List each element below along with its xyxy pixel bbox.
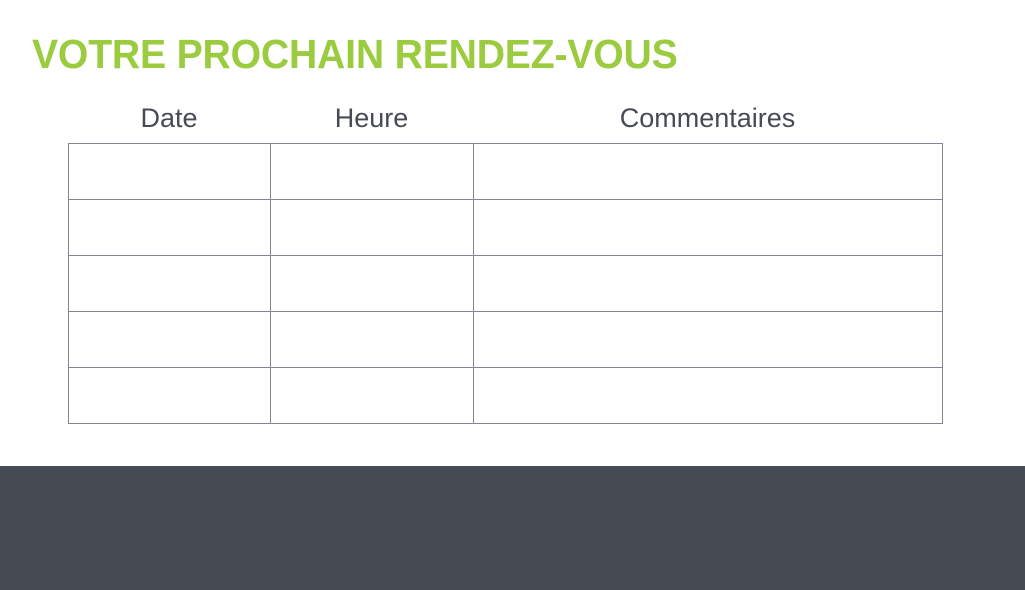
cell-date[interactable] xyxy=(68,367,271,424)
appointment-table-body xyxy=(68,143,943,424)
cell-date[interactable] xyxy=(68,143,271,200)
cell-heure[interactable] xyxy=(270,255,474,312)
cell-date[interactable] xyxy=(68,311,271,368)
cell-commentaires[interactable] xyxy=(473,199,943,256)
table-column-headers: Date Heure Commentaires xyxy=(68,100,942,136)
column-header-commentaires: Commentaires xyxy=(619,103,796,133)
table-row xyxy=(68,367,943,424)
cell-heure[interactable] xyxy=(270,311,474,368)
cell-commentaires[interactable] xyxy=(473,311,943,368)
table-row xyxy=(68,255,943,312)
table-row xyxy=(68,143,943,200)
cell-date[interactable] xyxy=(68,255,271,312)
cell-date[interactable] xyxy=(68,199,271,256)
appointment-table xyxy=(68,143,943,424)
cell-commentaires[interactable] xyxy=(473,255,943,312)
cell-heure[interactable] xyxy=(270,199,474,256)
column-header-heure: Heure xyxy=(334,103,409,133)
cell-commentaires[interactable] xyxy=(473,367,943,424)
column-header-date: Date xyxy=(140,103,198,133)
table-row xyxy=(68,311,943,368)
page-title: VOTRE PROCHAIN RENDEZ-VOUS xyxy=(32,31,678,77)
cell-heure[interactable] xyxy=(270,367,474,424)
footer-band xyxy=(0,466,1025,590)
cell-commentaires[interactable] xyxy=(473,143,943,200)
table-row xyxy=(68,199,943,256)
cell-heure[interactable] xyxy=(270,143,474,200)
